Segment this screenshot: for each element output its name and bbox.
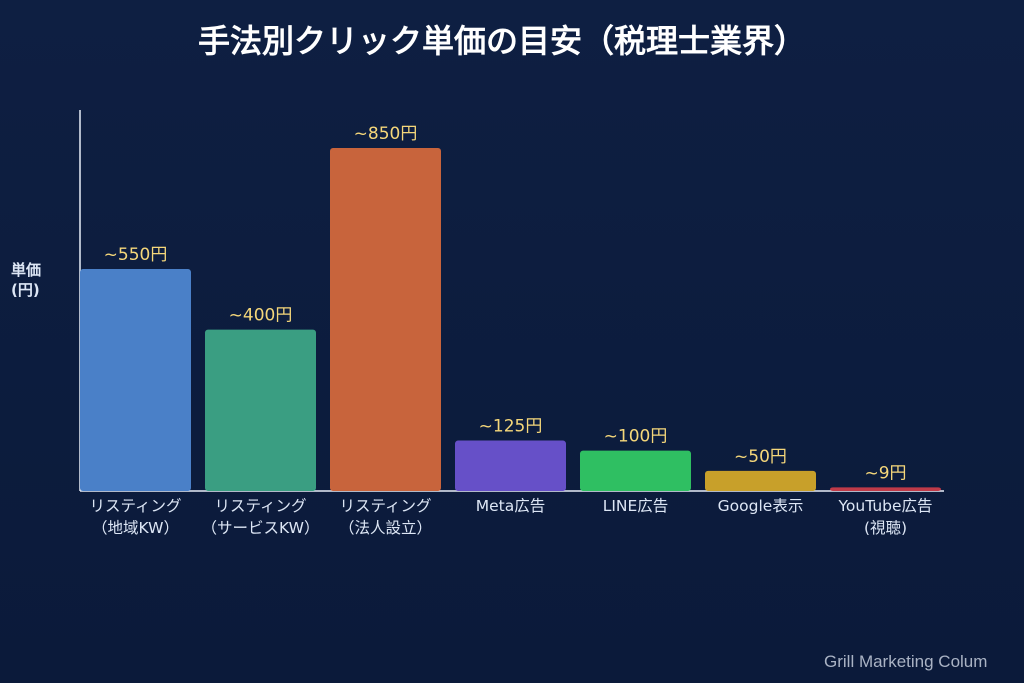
category-label: （法人設立） [339,519,432,537]
category-label: リスティング [89,497,181,515]
value-label: ~400円 [229,306,293,326]
value-label: ~550円 [104,245,168,265]
bar [205,329,316,491]
y-axis-label-line: (円) [11,281,40,299]
bar [455,440,566,491]
category-labels-group: リスティング （地域KW） リスティング （サービスKW） リスティング （法人設立） Me… [89,497,932,537]
category-label: (視聴) [864,519,907,537]
category-label: Meta広告 [476,497,546,515]
value-label: ~100円 [604,427,668,447]
bar [705,470,816,491]
y-axis-label-line: 単価 [11,261,41,279]
category-label: （サービスKW） [202,519,320,537]
category-label: リスティング [339,497,431,515]
category-label: （地域KW） [92,519,179,537]
category-label: LINE広告 [603,497,669,515]
value-label: ~125円 [479,417,543,437]
bar [830,487,941,491]
bars-group [80,148,941,491]
value-label: ~850円 [354,124,418,144]
bar [80,269,191,491]
category-label: リスティング [214,497,306,515]
value-label: ~50円 [734,447,787,467]
category-label: YouTube広告 [837,497,932,515]
category-label: Google表示 [718,497,804,515]
bar [580,450,691,491]
value-label: ~9円 [864,463,906,483]
y-axis-label: 単価 (円) [11,261,41,299]
chart-title: 手法別クリック単価の目安（税理士業界） [198,22,806,60]
value-labels-group: ~550円 ~400円 ~850円 ~125円 ~100円 ~50円 ~9円 [104,124,907,483]
watermark: Grill Marketing Colum [824,652,988,671]
bar [330,148,441,491]
